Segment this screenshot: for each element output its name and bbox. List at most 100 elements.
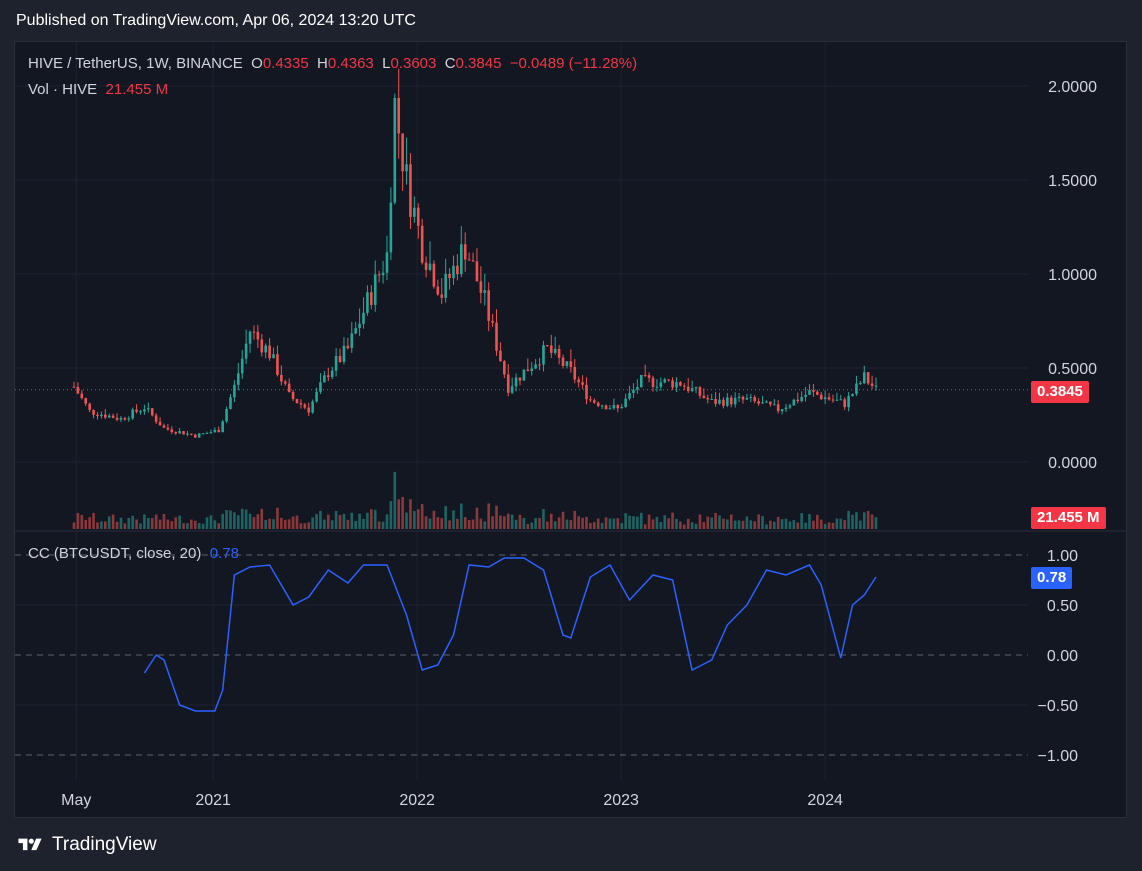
candle-body (256, 331, 260, 340)
volume-bar (432, 510, 436, 529)
volume-bar (135, 519, 138, 529)
legend-open-label: O (251, 55, 263, 72)
candle-body (311, 401, 314, 413)
volume-bar (358, 513, 361, 529)
volume-bar (475, 507, 479, 529)
candle-body (804, 394, 807, 397)
time-axis-tick-label: 2022 (399, 792, 435, 809)
volume-bar (600, 522, 604, 529)
volume-tag: 21.455 M (1031, 507, 1106, 529)
volume-bar (479, 518, 483, 529)
volume-bar (722, 518, 725, 529)
volume-bar (272, 519, 275, 529)
volume-bar (487, 503, 490, 529)
volume-bar (784, 518, 788, 529)
candle-body (225, 408, 228, 422)
legend-close-label: C (444, 55, 456, 72)
candle-body (276, 354, 279, 375)
volume-bar (737, 520, 741, 529)
volume-bar (248, 513, 252, 529)
volume-bar (749, 520, 753, 529)
volume-bar (342, 513, 346, 529)
candle-body (456, 265, 459, 275)
time-axis-tick-label: May (61, 792, 91, 809)
candle-body (538, 364, 541, 366)
volume-bar (150, 517, 154, 529)
volume-bar (851, 514, 854, 529)
volume-bar (491, 516, 494, 529)
volume-bar (115, 521, 119, 529)
candle-body (338, 356, 342, 362)
volume-bar (471, 519, 475, 529)
volume-bar (690, 522, 694, 529)
candle-body (111, 415, 115, 418)
cc-value-tag: 0.78 (1031, 567, 1073, 589)
candle-body (467, 259, 471, 261)
volume-bar (596, 518, 600, 529)
candle-body (397, 97, 401, 134)
volume-bar (522, 517, 526, 529)
volume-bar (330, 520, 334, 529)
candle-body (741, 396, 745, 400)
candle-body (240, 358, 244, 374)
candle-body (491, 320, 494, 323)
candle-body (326, 375, 330, 378)
candle-body (143, 409, 146, 412)
candle-body (831, 399, 835, 401)
candle-body (632, 389, 635, 393)
volume-bar (436, 517, 440, 529)
price-axis-tick-label: 0.0000 (1048, 455, 1097, 472)
volume-bar (233, 512, 236, 529)
volume-bar (354, 521, 357, 529)
volume-bar (757, 514, 760, 529)
volume-bar (800, 513, 803, 529)
candle-body (444, 273, 447, 298)
volume-bar (444, 506, 447, 529)
candle-body (471, 260, 475, 262)
candle-body (859, 383, 862, 385)
candle-body (460, 244, 463, 275)
candle-body (280, 374, 283, 382)
volume-bar (92, 512, 95, 529)
candle-body (330, 370, 334, 378)
volume-bar (772, 521, 776, 529)
volume-bar (193, 520, 197, 529)
candle-body (244, 343, 248, 359)
candle-body (370, 292, 373, 305)
volume-bar (569, 520, 573, 529)
candle-body (401, 133, 404, 172)
volume-bar (225, 509, 228, 529)
legend-low-value: 0.3603 (390, 55, 437, 72)
cc-axis-tick-label: 0.00 (1047, 648, 1078, 665)
candle-body (150, 408, 154, 416)
candle-body (612, 405, 616, 409)
candle-body (593, 400, 596, 403)
volume-bar (338, 515, 342, 529)
volume-bar (416, 509, 420, 529)
candle-body (186, 433, 189, 435)
candle-body (260, 339, 264, 353)
volume-bar (831, 522, 835, 529)
volume-bar (514, 519, 518, 529)
volume-bar (127, 518, 131, 529)
candle-body (131, 409, 134, 419)
legend-open-value: 0.4335 (262, 55, 309, 72)
candle-body (514, 377, 518, 387)
candle-body (229, 397, 232, 409)
candle-body (616, 405, 620, 409)
candle-body (816, 391, 819, 395)
candle-body (776, 404, 780, 412)
candle-body (855, 383, 858, 394)
chart-frame[interactable] (14, 41, 1127, 818)
candle-body (643, 374, 647, 376)
candle-body (205, 432, 209, 434)
candle-body (823, 397, 827, 400)
candle-body (628, 392, 631, 399)
volume-bar (530, 522, 534, 529)
cc-legend: CC (BTCUSDT, close, 20) 0.78 (28, 545, 239, 562)
candle-body (174, 431, 178, 434)
candle-body (608, 408, 612, 410)
tradingview-footer[interactable]: TradingView (16, 834, 157, 856)
volume-bar (847, 510, 850, 529)
